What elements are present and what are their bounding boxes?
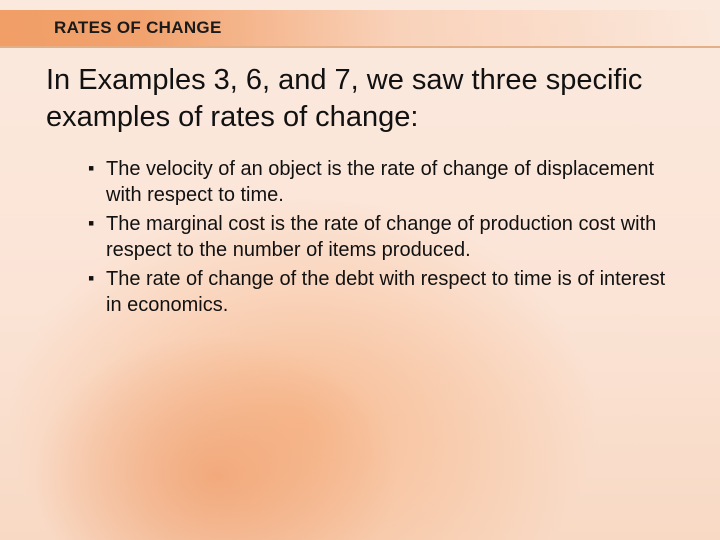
- header-band: RATES OF CHANGE: [0, 10, 720, 46]
- list-item: ▪ The velocity of an object is the rate …: [88, 156, 668, 209]
- intro-paragraph: In Examples 3, 6, and 7, we saw three sp…: [46, 62, 674, 136]
- header-underline: [0, 46, 720, 48]
- bullet-list: ▪ The velocity of an object is the rate …: [88, 156, 668, 320]
- bullet-text: The velocity of an object is the rate of…: [106, 156, 668, 209]
- slide-heading: RATES OF CHANGE: [54, 18, 222, 38]
- list-item: ▪ The marginal cost is the rate of chang…: [88, 211, 668, 264]
- bullet-marker-icon: ▪: [88, 211, 106, 235]
- bullet-marker-icon: ▪: [88, 156, 106, 180]
- bullet-text: The marginal cost is the rate of change …: [106, 211, 668, 264]
- list-item: ▪ The rate of change of the debt with re…: [88, 266, 668, 319]
- bullet-text: The rate of change of the debt with resp…: [106, 266, 668, 319]
- bullet-marker-icon: ▪: [88, 266, 106, 290]
